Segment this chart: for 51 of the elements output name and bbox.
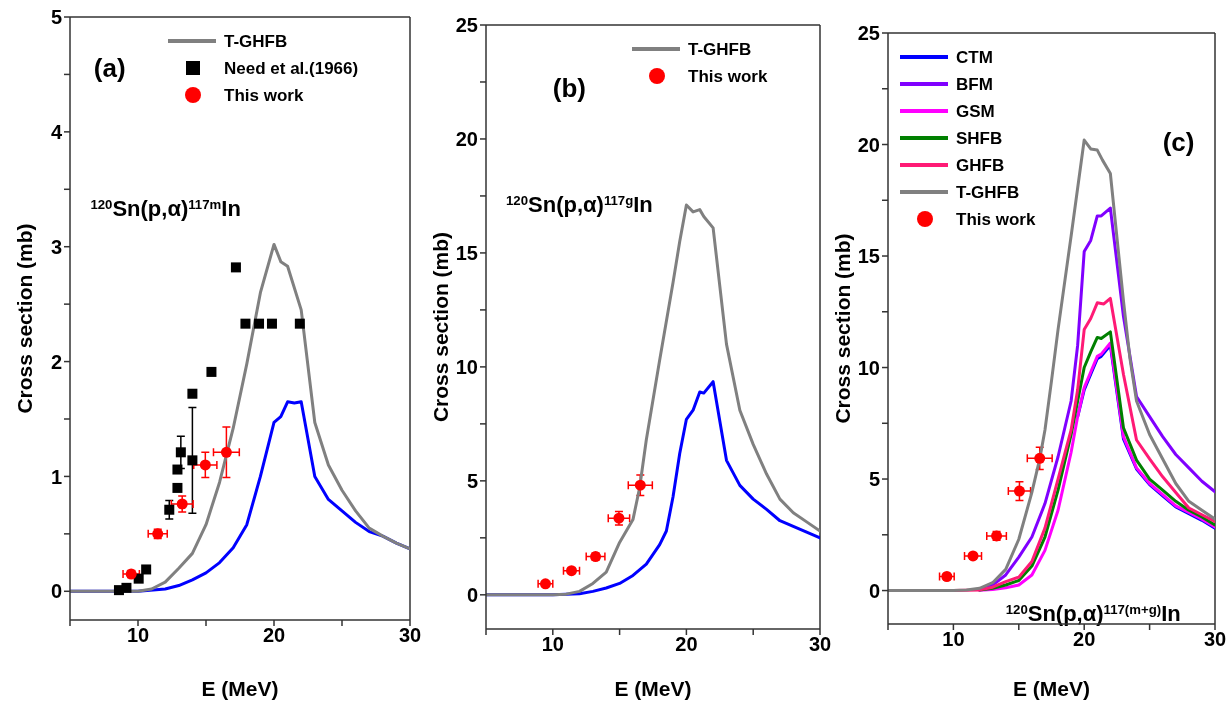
x-tick-label: 20 xyxy=(675,633,698,656)
legend-label: T-GHFB xyxy=(224,31,288,51)
x-tick-label: 10 xyxy=(942,628,965,651)
y-axis-title: Cross section (mb) xyxy=(830,233,854,424)
annotation: $^{120}$Sn(p,α)$^{117g}$In xyxy=(506,192,653,218)
annotation: $^{120}$Sn(p,α)$^{117(m+g)}$In xyxy=(1005,601,1181,627)
y-tick-label: 0 xyxy=(466,583,478,606)
y-tick-label: 20 xyxy=(455,128,478,151)
annotation: (b) xyxy=(552,73,586,104)
legend-label: GSM xyxy=(956,101,995,121)
y-tick-label: 25 xyxy=(455,14,478,37)
y-tick-label: 0 xyxy=(50,580,62,603)
y-tick-label: 20 xyxy=(857,133,880,156)
y-tick-label: 15 xyxy=(857,245,880,268)
legend-label: T-GHFB xyxy=(956,182,1020,202)
legend-label: BFM xyxy=(956,74,993,94)
y-tick-label: 25 xyxy=(857,22,880,45)
x-tick-label: 30 xyxy=(808,633,832,656)
legend-label: This work xyxy=(688,66,768,86)
legend-label: SHFB xyxy=(956,128,1003,148)
y-tick-label: 15 xyxy=(455,242,478,265)
x-tick-label: 20 xyxy=(262,624,286,647)
x-tick-label: 10 xyxy=(541,633,564,656)
x-tick-label: 30 xyxy=(1203,628,1227,651)
legend-label: GHFB xyxy=(956,155,1005,175)
legend-label: T-GHFB xyxy=(688,39,752,59)
y-tick-label: 5 xyxy=(868,468,880,491)
legend-label: CTM xyxy=(956,47,993,67)
annotation: (a) xyxy=(93,53,126,84)
x-tick-label: 10 xyxy=(126,624,150,647)
x-tick-label: 30 xyxy=(398,624,422,647)
legend-label: This work xyxy=(956,209,1036,229)
y-tick-label: 1 xyxy=(50,465,62,488)
x-axis-title: E (MeV) xyxy=(1012,677,1091,700)
annotation: (c) xyxy=(1162,127,1195,158)
y-axis-title: Cross section (mb) xyxy=(428,231,452,423)
y-tick-label: 3 xyxy=(50,235,62,258)
x-axis-title: E (MeV) xyxy=(614,677,692,700)
y-tick-label: 10 xyxy=(455,355,478,378)
y-tick-label: 5 xyxy=(466,469,478,492)
annotation: $^{120}$Sn(p,α)$^{117m}$In xyxy=(90,195,241,221)
y-axis-title: Cross section (mb) xyxy=(12,223,36,414)
y-tick-label: 2 xyxy=(50,350,62,373)
legend-label: This work xyxy=(224,85,304,105)
y-tick-label: 5 xyxy=(50,6,62,29)
y-tick-label: 0 xyxy=(868,579,880,602)
x-axis-title: E (MeV) xyxy=(201,677,279,700)
y-tick-label: 10 xyxy=(857,356,880,379)
y-tick-label: 4 xyxy=(50,120,63,143)
x-tick-label: 20 xyxy=(1073,628,1096,651)
legend-label: Need et al.(1966) xyxy=(224,58,359,78)
